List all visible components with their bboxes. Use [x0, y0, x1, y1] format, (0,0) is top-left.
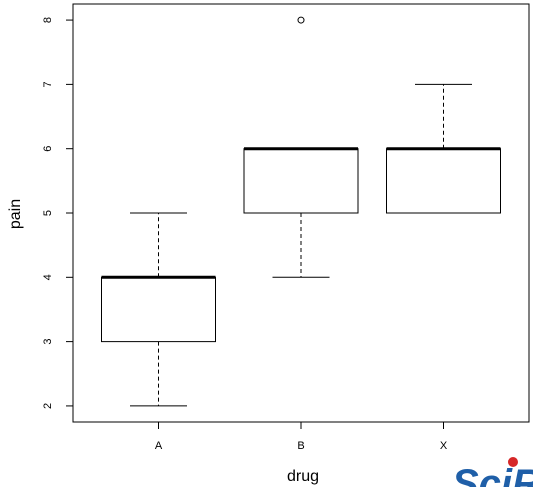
x-axis-title: drug — [287, 468, 319, 485]
y-tick-label: 8 — [42, 17, 54, 23]
y-tick-label: 2 — [42, 403, 54, 409]
y-tick-label: 5 — [42, 210, 54, 216]
y-tick-label: 3 — [42, 339, 54, 345]
outlier-point — [297, 16, 305, 24]
y-tick-label: 7 — [42, 81, 54, 87]
x-tick-label: X — [440, 440, 448, 452]
y-tick-label: 6 — [42, 146, 54, 152]
y-axis-title: pain — [7, 199, 24, 229]
y-tick-label: 4 — [42, 274, 54, 280]
box-iqr — [243, 148, 359, 214]
box-A — [101, 212, 216, 407]
x-tick-label: B — [297, 440, 304, 452]
box-B — [243, 16, 359, 278]
box-iqr — [386, 148, 501, 214]
boxes — [101, 16, 501, 407]
x-tick-label: A — [155, 440, 163, 452]
y-axis: 2 3 4 5 6 7 8 — [42, 17, 73, 409]
box-X — [386, 83, 501, 214]
box-iqr — [101, 276, 216, 343]
svg-text:R: R — [512, 462, 533, 487]
watermark-logo: Sci R — [452, 457, 533, 487]
svg-text:Sci: Sci — [452, 462, 513, 487]
